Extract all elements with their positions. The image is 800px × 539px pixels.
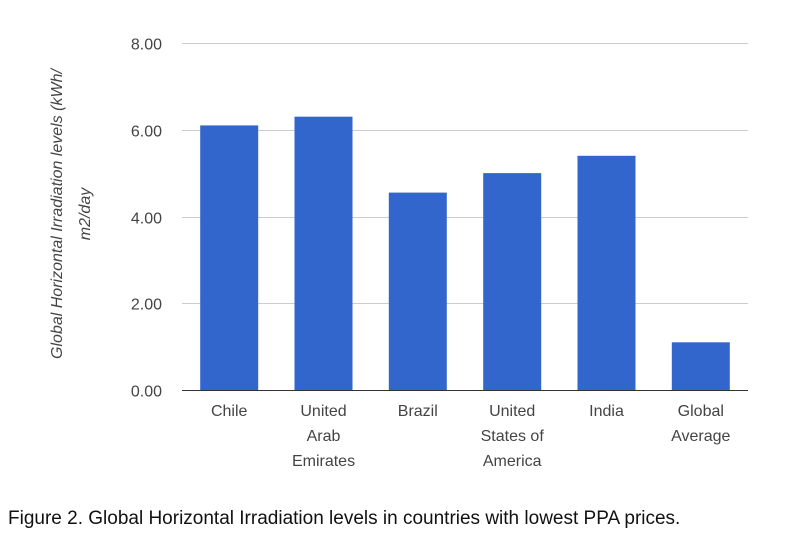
bar-chart: 0.00 2.00 4.00 6.00 8.00 Chile United Arab Emir… [49,37,748,470]
y-tick-label: 6.00 [131,124,162,141]
gridlines [182,43,748,391]
y-tick-label: 8.00 [131,37,162,54]
bar [577,155,636,390]
bars [200,116,730,391]
x-tick-label: Chile [211,403,248,420]
bar [388,192,447,390]
y-axis-title: Global Horizontal Irradiation levels (kW… [49,68,94,359]
x-tick-label: Global Average [671,403,730,445]
x-tick-label: United Arab Emirates [292,403,355,470]
bar [294,116,353,390]
x-tick-label: United States of America [481,403,545,470]
bar [671,342,730,390]
y-axis-label: Global Horizontal Irradiation levels (kW… [49,68,94,359]
y-tick-label: 2.00 [131,297,162,314]
bar [200,125,259,391]
x-tick-label: Brazil [398,403,438,420]
x-axis-labels: Chile United Arab Emirates Brazil United State… [211,403,731,470]
y-tick-label: 4.00 [131,211,162,228]
bar [483,173,542,390]
x-tick-label: India [589,403,624,420]
y-tick-label: 0.00 [131,384,162,401]
y-axis-ticks: 0.00 2.00 4.00 6.00 8.00 [131,37,162,401]
figure-caption: Figure 2. Global Horizontal Irradiation … [8,508,681,529]
